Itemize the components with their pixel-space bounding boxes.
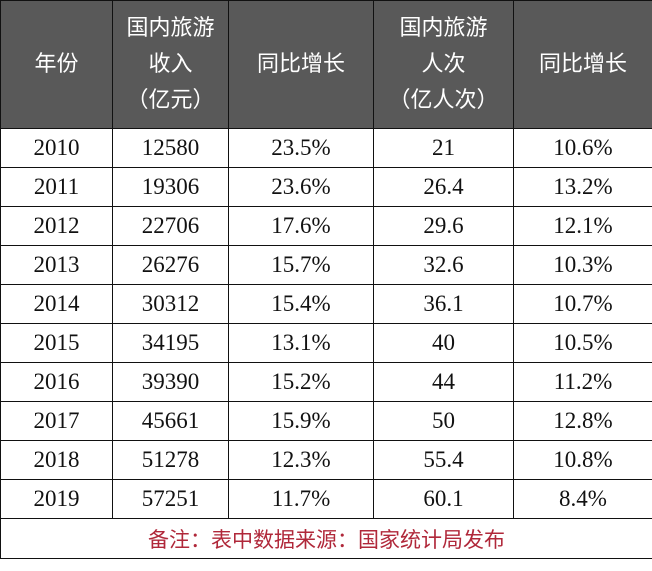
table-cell: 32.6 — [373, 245, 514, 285]
table-cell: 21 — [373, 128, 514, 168]
table-cell: 10.5% — [513, 323, 652, 363]
table-cell: 10.8% — [513, 440, 652, 480]
header-line: （亿人次） — [388, 87, 499, 113]
table-row: 2011 19306 23.6% 26.4 13.2% — [0, 167, 652, 207]
header-cell: 同比增长 — [513, 0, 652, 129]
table-cell: 13.2% — [513, 167, 652, 207]
table-cell: 51278 — [112, 440, 229, 480]
table-row: 2012 22706 17.6% 29.6 12.1% — [0, 206, 652, 246]
header-cell: 国内旅游人次 （亿人次） — [373, 0, 514, 129]
header-row: 年份 国内旅游收入 （亿元） 同比增长 国内旅游人次 （亿人次） 同比增长 — [0, 0, 652, 129]
table-cell: 2019 — [0, 479, 113, 519]
table-cell: 15.9% — [228, 401, 374, 441]
table-cell: 26.4 — [373, 167, 514, 207]
note: 备注：表中数据来源：国家统计局发布 — [0, 518, 652, 559]
table-cell: 57251 — [112, 479, 229, 519]
table-cell: 17.6% — [228, 206, 374, 246]
table-cell: 12.3% — [228, 440, 374, 480]
table-cell: 2014 — [0, 284, 113, 324]
table-cell: 10.7% — [513, 284, 652, 324]
table-cell: 55.4 — [373, 440, 514, 480]
header-cell: 国内旅游收入 （亿元） — [112, 0, 229, 129]
table-cell: 22706 — [112, 206, 229, 246]
table-cell: 15.2% — [228, 362, 374, 402]
table-cell: 50 — [373, 401, 514, 441]
table-cell: 10.3% — [513, 245, 652, 285]
table-cell: 23.6% — [228, 167, 374, 207]
table-row: 2017 45661 15.9% 50 12.8% — [0, 401, 652, 441]
table-cell: 8.4% — [513, 479, 652, 519]
note-row: 备注：表中数据来源：国家统计局发布 — [0, 518, 652, 559]
table-cell: 2013 — [0, 245, 113, 285]
table-cell: 10.6% — [513, 128, 652, 168]
table-row: 2018 51278 12.3% 55.4 10.8% — [0, 440, 652, 480]
header-line: （亿元） — [126, 87, 215, 113]
table-cell: 2016 — [0, 362, 113, 402]
table-cell: 13.1% — [228, 323, 374, 363]
table-body: 2010 12580 23.5% 21 10.6% 2011 19306 23.6% 26.4 1… — [0, 128, 652, 559]
table-row: 2010 12580 23.5% 21 10.6% — [0, 128, 652, 168]
header-cell: 年份 — [0, 0, 113, 129]
table-cell: 15.7% — [228, 245, 374, 285]
table-cell: 40 — [373, 323, 514, 363]
table-cell: 2012 — [0, 206, 113, 246]
table-header: 年份 国内旅游收入 （亿元） 同比增长 国内旅游人次 （亿人次） 同比增长 — [0, 0, 652, 129]
header-line: 年份 — [34, 51, 79, 77]
header-line: 人次 — [421, 51, 466, 77]
table-cell: 34195 — [112, 323, 229, 363]
table-cell: 30312 — [112, 284, 229, 324]
table-cell: 2011 — [0, 167, 113, 207]
table-cell: 12.1% — [513, 206, 652, 246]
table-cell: 15.4% — [228, 284, 374, 324]
data-table: 年份 国内旅游收入 （亿元） 同比增长 国内旅游人次 （亿人次） 同比增长 2010 1258… — [0, 0, 652, 559]
table-cell: 36.1 — [373, 284, 514, 324]
table-cell: 26276 — [112, 245, 229, 285]
table-cell: 11.2% — [513, 362, 652, 402]
header-line: 国内旅游 — [126, 15, 215, 41]
table-cell: 29.6 — [373, 206, 514, 246]
header-line: 同比增长 — [256, 51, 345, 77]
table-cell: 44 — [373, 362, 514, 402]
table-cell: 19306 — [112, 167, 229, 207]
table-row: 2013 26276 15.7% 32.6 10.3% — [0, 245, 652, 285]
table-cell: 2010 — [0, 128, 113, 168]
table-cell: 45661 — [112, 401, 229, 441]
table-row: 2016 39390 15.2% 44 11.2% — [0, 362, 652, 402]
header-cell: 同比增长 — [228, 0, 374, 129]
table-cell: 2017 — [0, 401, 113, 441]
table-row: 2014 30312 15.4% 36.1 10.7% — [0, 284, 652, 324]
table-row: 2015 34195 13.1% 40 10.5% — [0, 323, 652, 363]
table-cell: 12580 — [112, 128, 229, 168]
table-row: 2019 57251 11.7% 60.1 8.4% — [0, 479, 652, 519]
table-cell: 11.7% — [228, 479, 374, 519]
header-line: 国内旅游 — [399, 15, 488, 41]
table-cell: 2015 — [0, 323, 113, 363]
table-cell: 2018 — [0, 440, 113, 480]
table-cell: 23.5% — [228, 128, 374, 168]
table-cell: 39390 — [112, 362, 229, 402]
header-line: 同比增长 — [538, 51, 627, 77]
table-cell: 12.8% — [513, 401, 652, 441]
table-cell: 60.1 — [373, 479, 514, 519]
header-line: 收入 — [148, 51, 193, 77]
